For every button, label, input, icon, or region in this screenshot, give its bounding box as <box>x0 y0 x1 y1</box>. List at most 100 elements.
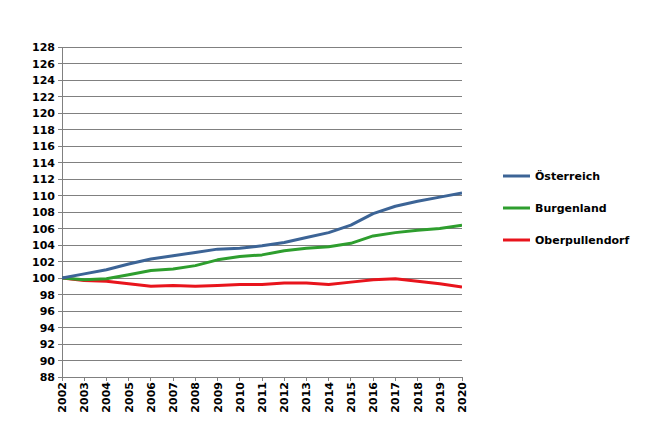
grid-line <box>62 129 462 130</box>
x-tick-label: 2006 <box>145 382 158 413</box>
grid-line <box>62 63 462 64</box>
x-tick <box>173 377 174 381</box>
grid-line <box>62 212 462 213</box>
y-tick <box>58 311 62 312</box>
x-tick-label: 2007 <box>167 382 180 413</box>
x-tick-label: 2017 <box>389 382 402 413</box>
grid-line <box>62 47 462 48</box>
x-tick <box>373 377 374 381</box>
y-tick-label: 88 <box>40 371 55 384</box>
series-line <box>62 193 462 278</box>
x-tick-label: 2003 <box>78 382 91 413</box>
x-tick <box>62 377 63 381</box>
y-tick <box>58 278 62 279</box>
y-tick <box>58 212 62 213</box>
grid-line <box>62 195 462 196</box>
grid-line <box>62 96 462 97</box>
y-tick <box>58 261 62 262</box>
y-tick <box>58 195 62 196</box>
y-tick <box>58 377 62 378</box>
y-tick-label: 92 <box>40 338 55 351</box>
plot-area <box>62 193 462 287</box>
x-tick <box>439 377 440 381</box>
x-tick <box>128 377 129 381</box>
grid-line <box>62 146 462 147</box>
legend-label: Burgenland <box>535 202 607 215</box>
y-tick-label: 128 <box>32 41 55 54</box>
y-tick <box>58 63 62 64</box>
x-tick-label: 2014 <box>323 382 336 413</box>
y-tick-label: 116 <box>32 140 55 153</box>
grid-line <box>62 327 462 328</box>
y-axis <box>62 47 63 377</box>
grid-line <box>62 162 462 163</box>
x-tick-label: 2011 <box>256 382 269 413</box>
y-tick <box>58 228 62 229</box>
y-tick-label: 90 <box>40 355 56 368</box>
x-tick-label: 2004 <box>100 382 113 413</box>
x-tick <box>417 377 418 381</box>
y-tick-label: 100 <box>32 272 55 285</box>
y-tick <box>58 294 62 295</box>
x-tick-label: 2009 <box>212 382 225 413</box>
y-tick <box>58 162 62 163</box>
x-tick <box>284 377 285 381</box>
y-tick-label: 126 <box>32 58 55 71</box>
y-tick <box>58 179 62 180</box>
y-tick <box>58 245 62 246</box>
grid-line <box>62 113 462 114</box>
grid-line <box>62 294 462 295</box>
y-tick-label: 98 <box>40 289 55 302</box>
y-tick <box>58 113 62 114</box>
y-tick <box>58 146 62 147</box>
x-tick <box>350 377 351 381</box>
y-tick <box>58 360 62 361</box>
x-tick <box>84 377 85 381</box>
legend-swatch <box>503 239 530 242</box>
y-tick <box>58 47 62 48</box>
y-tick <box>58 129 62 130</box>
legend-swatch <box>503 175 530 178</box>
y-tick-label: 122 <box>32 91 55 104</box>
y-tick-label: 106 <box>32 223 55 236</box>
x-tick <box>306 377 307 381</box>
x-tick-label: 2013 <box>300 382 313 413</box>
y-tick-label: 114 <box>32 157 55 170</box>
x-tick <box>217 377 218 381</box>
y-tick-label: 120 <box>32 107 55 120</box>
grid-line <box>62 80 462 81</box>
y-tick-label: 110 <box>32 190 55 203</box>
x-tick-label: 2012 <box>278 382 291 413</box>
y-tick-label: 112 <box>32 173 55 186</box>
x-tick-label: 2019 <box>434 382 447 413</box>
grid-line <box>62 360 462 361</box>
x-tick-label: 2008 <box>189 382 202 413</box>
legend-label: Oberpullendorf <box>535 234 630 247</box>
x-tick <box>195 377 196 381</box>
x-tick <box>462 377 463 381</box>
x-tick-label: 2016 <box>367 382 380 413</box>
y-tick-label: 118 <box>32 124 55 137</box>
legend-label: Österreich <box>535 169 600 183</box>
grid-line <box>62 344 462 345</box>
x-tick-label: 2015 <box>345 382 358 413</box>
series-line <box>62 225 462 279</box>
y-tick <box>58 327 62 328</box>
grid-line <box>62 311 462 312</box>
y-tick <box>58 344 62 345</box>
x-tick-label: 2002 <box>56 382 69 413</box>
y-tick-label: 102 <box>32 256 55 269</box>
x-tick <box>262 377 263 381</box>
x-tick-label: 2018 <box>412 382 425 413</box>
x-tick <box>150 377 151 381</box>
chart: 8890929496981001021041061081101121141161… <box>0 0 667 430</box>
grid-line <box>62 228 462 229</box>
y-tick <box>58 96 62 97</box>
x-tick <box>106 377 107 381</box>
x-tick-label: 2010 <box>234 382 247 413</box>
legend-swatch <box>503 207 530 210</box>
x-tick-label: 2005 <box>123 382 136 413</box>
y-tick-label: 104 <box>32 239 55 252</box>
x-tick-label: 2020 <box>456 382 469 413</box>
grid-line <box>62 179 462 180</box>
